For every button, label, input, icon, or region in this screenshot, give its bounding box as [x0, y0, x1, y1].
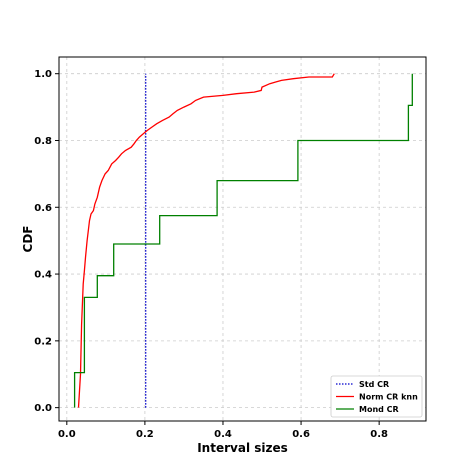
series-line-norm-cr-knn: [77, 73, 335, 408]
x-tick-label: 0.0: [58, 429, 76, 440]
series-layer: [73, 73, 413, 408]
x-tick-label: 0.8: [370, 429, 388, 440]
legend: Std CR Norm CR knn Mond CR: [330, 375, 423, 418]
y-tick-label: 0.2: [34, 336, 52, 347]
y-axis-label: CDF: [21, 226, 35, 253]
x-axis-label: Interval sizes: [197, 441, 288, 455]
grid: [59, 57, 426, 421]
legend-label: Std CR: [359, 380, 389, 389]
y-tick-label: 1.0: [34, 69, 52, 80]
plot-frame: [58, 56, 427, 422]
legend-label: Mond CR: [359, 405, 399, 414]
legend-box: [330, 375, 423, 418]
y-tick-label: 0.8: [34, 136, 52, 147]
x-tick-label: 0.6: [292, 429, 310, 440]
ticks: 0.0 0.2 0.4 0.6 0.8 0.0 0.2 0.4 0.6 0.8 1.0: [34, 69, 388, 440]
y-tick-label: 0.4: [34, 270, 52, 281]
x-tick-label: 0.4: [214, 429, 232, 440]
legend-label: Norm CR knn: [359, 393, 418, 402]
y-tick-label: 0.0: [34, 403, 52, 414]
series-line-mond-cr: [73, 73, 413, 408]
x-tick-label: 0.2: [136, 429, 154, 440]
y-tick-label: 0.6: [34, 203, 52, 214]
